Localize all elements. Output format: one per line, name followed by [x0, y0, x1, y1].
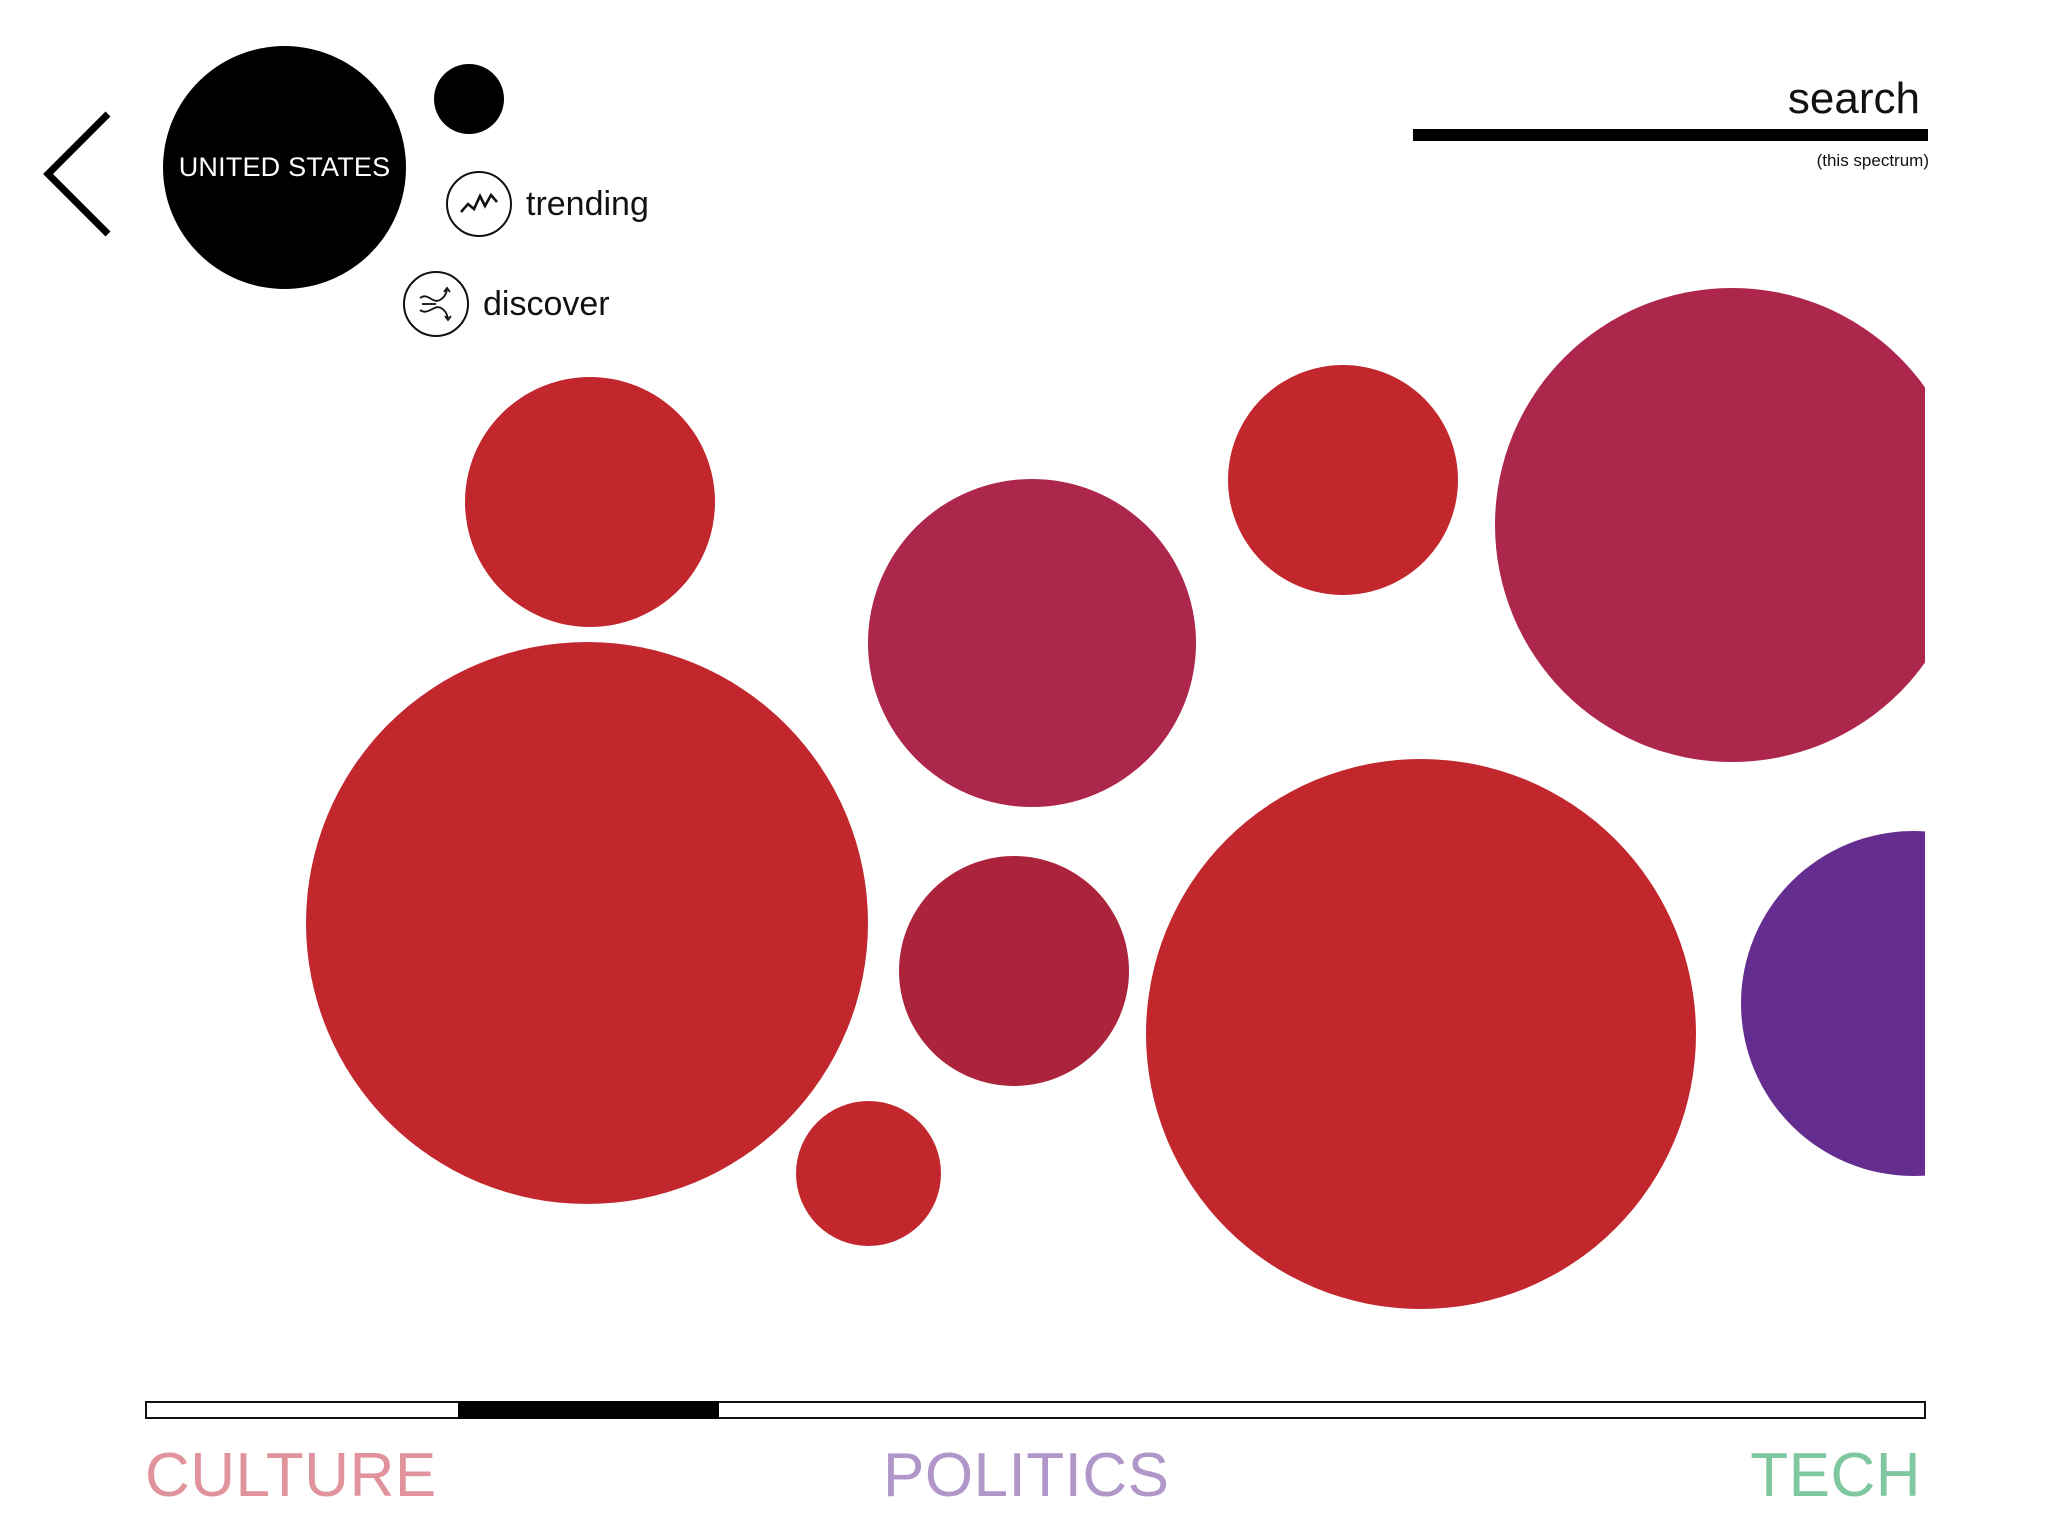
trending-label: trending: [526, 184, 649, 223]
trending-icon: [446, 171, 512, 237]
chevron-left-icon: [43, 111, 111, 237]
spectrum-slider[interactable]: [145, 1400, 1926, 1419]
topic-bubble[interactable]: [1741, 831, 1925, 1176]
trending-menu-item[interactable]: trending: [446, 171, 649, 237]
topic-bubble[interactable]: [465, 377, 715, 627]
country-label: UNITED STATES: [178, 152, 391, 182]
search-label: search: [1787, 74, 1920, 123]
back-button[interactable]: [38, 108, 118, 240]
topic-bubble[interactable]: [1146, 759, 1696, 1309]
bubble-field: [306, 288, 1925, 1309]
discover-label: discover: [483, 284, 610, 323]
topic-bubble[interactable]: [1228, 365, 1458, 595]
discover-icon: [403, 271, 469, 337]
search-underline: [1413, 129, 1928, 141]
menu-toggle-dot[interactable]: [434, 64, 504, 134]
search-input[interactable]: [1413, 72, 1847, 130]
topic-bubble[interactable]: [899, 856, 1129, 1086]
category-culture[interactable]: CULTURE: [145, 1441, 437, 1510]
search-scope-caption: (this spectrum): [1816, 151, 1929, 170]
topic-bubble[interactable]: [306, 642, 868, 1204]
category-tech[interactable]: TECH: [1750, 1441, 1921, 1510]
spectrum-selection-handle[interactable]: [457, 1400, 720, 1419]
topic-bubble[interactable]: [796, 1101, 941, 1246]
country-selector[interactable]: UNITED STATES: [163, 46, 406, 289]
discover-menu-item[interactable]: discover: [403, 271, 610, 337]
topic-bubble[interactable]: [868, 479, 1196, 807]
topic-bubble[interactable]: [1495, 288, 1925, 762]
category-politics[interactable]: POLITICS: [883, 1441, 1170, 1510]
